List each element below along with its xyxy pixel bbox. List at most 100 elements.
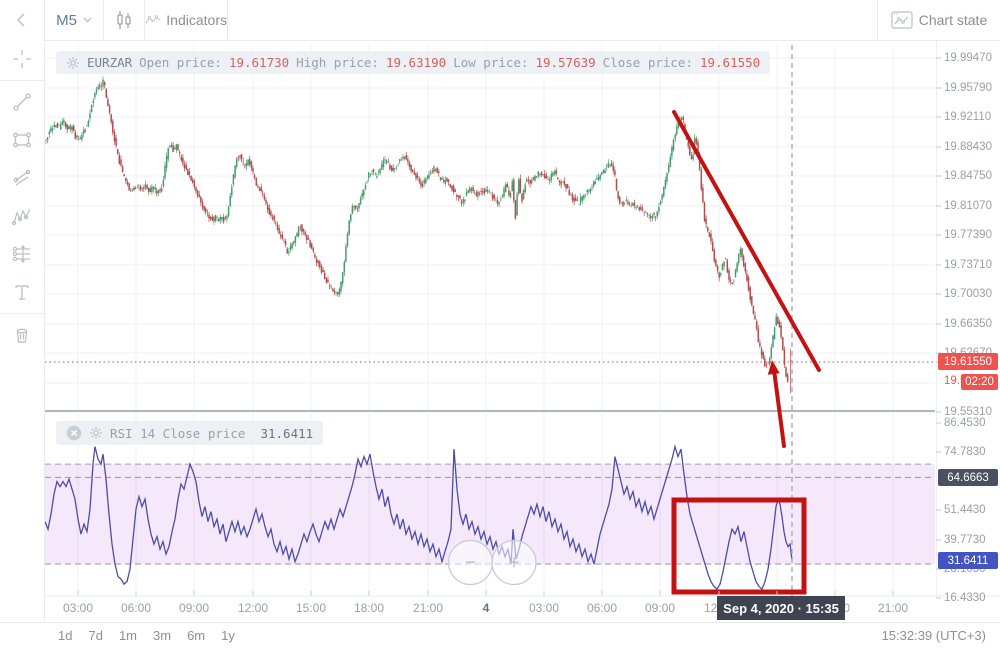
crosshair-time-tooltip: Sep 4, 2020 · 15:35 xyxy=(717,596,845,620)
chart-state-button[interactable]: Chart state xyxy=(877,0,1000,40)
rsi-tick-label: 86.4530 xyxy=(944,417,986,429)
price-tick-label: 19.84750 xyxy=(944,170,992,182)
low-value: 19.57639 xyxy=(535,55,596,70)
rsi-current-badge: 31.6411 xyxy=(938,552,998,569)
candlestick-icon xyxy=(117,11,131,29)
sidebar-divider xyxy=(0,313,44,314)
rsi-upper-level-badge: 64.6663 xyxy=(938,469,998,486)
ohlc-info-bar: EURZAR Open price: 19.61730 High price: 19… xyxy=(56,51,771,74)
toolbar-spacer xyxy=(228,0,877,40)
range-button-1y[interactable]: 1y xyxy=(221,628,235,643)
price-tick-label: 19.92110 xyxy=(944,111,992,123)
tool-crosshair-button[interactable] xyxy=(0,40,44,78)
high-value: 19.63190 xyxy=(385,55,447,70)
symbol-label: EURZAR xyxy=(87,55,133,70)
rsi-tick-label: 74.7830 xyxy=(944,446,986,458)
time-tick-label: 4 xyxy=(482,601,490,615)
trash-icon xyxy=(16,328,28,343)
price-tick-label: 19.77390 xyxy=(944,229,992,241)
chevron-down-icon xyxy=(83,17,92,23)
time-tick-label: 21:00 xyxy=(412,601,444,615)
annotation-arrow[interactable] xyxy=(772,368,786,448)
candle-countdown-badge: 02:20 xyxy=(961,374,998,390)
back-button[interactable] xyxy=(0,0,45,40)
annotation-trend-line[interactable] xyxy=(672,110,821,372)
range-button-7d[interactable]: 7d xyxy=(88,628,103,643)
low-label: Low price: xyxy=(453,55,529,70)
indicators-button[interactable]: Indicators xyxy=(145,0,228,40)
high-label: High price: xyxy=(296,55,379,70)
rsi-title: RSI 14 Close price xyxy=(110,425,246,441)
close-value: 19.61550 xyxy=(699,55,761,70)
fib-levels-icon xyxy=(12,245,30,263)
time-tick-label: 18:00 xyxy=(353,601,385,615)
annotation-rectangle[interactable] xyxy=(671,497,807,595)
rsi-value: 31.6411 xyxy=(260,425,314,441)
price-tick-label: 19.70030 xyxy=(944,288,992,300)
chart-type-button[interactable] xyxy=(104,0,145,40)
trend-line-icon xyxy=(13,93,31,111)
crosshair-icon xyxy=(13,50,31,68)
range-button-6m[interactable]: 6m xyxy=(187,628,206,643)
rsi-tick-label: 51.4430 xyxy=(944,504,986,516)
price-tick-label: 19.81070 xyxy=(944,200,992,212)
time-tick-label: 12:00 xyxy=(237,601,269,615)
tool-rectangle-button[interactable] xyxy=(0,121,44,159)
tool-text-button[interactable] xyxy=(0,273,44,311)
bottom-bar: 1d 7d 1m 3m 6m 1y 15:32:39 (UTC+3) xyxy=(0,622,1000,648)
price-tick-label: 19.55310 xyxy=(944,406,992,418)
price-tick-label: 19.99470 xyxy=(944,52,992,64)
parallel-channel-icon xyxy=(13,169,31,186)
zoom-out-button[interactable] xyxy=(447,539,494,586)
rsi-tick-label: 16.4330 xyxy=(944,592,986,604)
gear-icon[interactable] xyxy=(89,426,103,440)
drawing-tools-sidebar xyxy=(0,40,45,622)
text-icon xyxy=(15,285,29,300)
time-tick-label: 03:00 xyxy=(528,601,560,615)
tool-trash-button[interactable] xyxy=(0,316,44,354)
rectangle-icon xyxy=(13,132,31,148)
tool-trend-line-button[interactable] xyxy=(0,83,44,121)
time-tick-label: 21:00 xyxy=(877,601,909,615)
tool-fib-levels-button[interactable] xyxy=(0,235,44,273)
indicators-label: Indicators xyxy=(166,12,227,28)
chart-state-icon xyxy=(891,11,913,29)
price-tick-label: 19.95790 xyxy=(944,82,992,94)
plus-icon: + xyxy=(508,553,519,574)
current-price-badge: 19.61550 xyxy=(938,353,998,370)
gear-icon[interactable] xyxy=(66,56,80,70)
price-tick-label: 19.88430 xyxy=(944,141,992,153)
close-icon[interactable] xyxy=(66,425,82,441)
time-tick-label: 09:00 xyxy=(178,601,210,615)
range-buttons: 1d 7d 1m 3m 6m 1y xyxy=(58,628,235,643)
time-tick-label: 15:00 xyxy=(295,601,327,615)
rsi-tick-label: 39.7730 xyxy=(944,534,986,546)
back-chevron-icon xyxy=(16,13,25,27)
time-tick-label: 06:00 xyxy=(586,601,618,615)
tool-wave-button[interactable] xyxy=(0,197,44,235)
partial-price-label: 19.5 xyxy=(944,375,967,387)
timeframe-label: M5 xyxy=(56,11,77,29)
range-button-3m[interactable]: 3m xyxy=(153,628,172,643)
open-label: Open price: xyxy=(139,55,222,70)
open-value: 19.61730 xyxy=(228,55,290,70)
sidebar-divider xyxy=(0,80,44,81)
clock-label: 15:32:39 (UTC+3) xyxy=(881,628,986,643)
price-tick-label: 19.66350 xyxy=(944,318,992,330)
timeframe-dropdown[interactable]: M5 xyxy=(45,0,104,40)
zoom-in-button[interactable] xyxy=(491,539,537,586)
rsi-info-bar: RSI 14 Close price 31.6411 xyxy=(56,421,324,445)
chart-state-label: Chart state xyxy=(918,12,988,28)
tool-parallel-channel-button[interactable] xyxy=(0,159,44,197)
time-tick-label: 06:00 xyxy=(120,601,152,615)
range-button-1d[interactable]: 1d xyxy=(58,628,73,643)
top-toolbar: M5 Indicators Chart state xyxy=(0,0,1000,41)
price-tick-label: 19.73710 xyxy=(944,259,992,271)
minus-icon: − xyxy=(465,553,476,574)
range-button-1m[interactable]: 1m xyxy=(118,628,137,643)
axis-divider xyxy=(936,40,937,596)
time-tick-label: 03:00 xyxy=(62,601,94,615)
time-tick-label: 09:00 xyxy=(644,601,676,615)
wave-icon xyxy=(11,208,31,226)
